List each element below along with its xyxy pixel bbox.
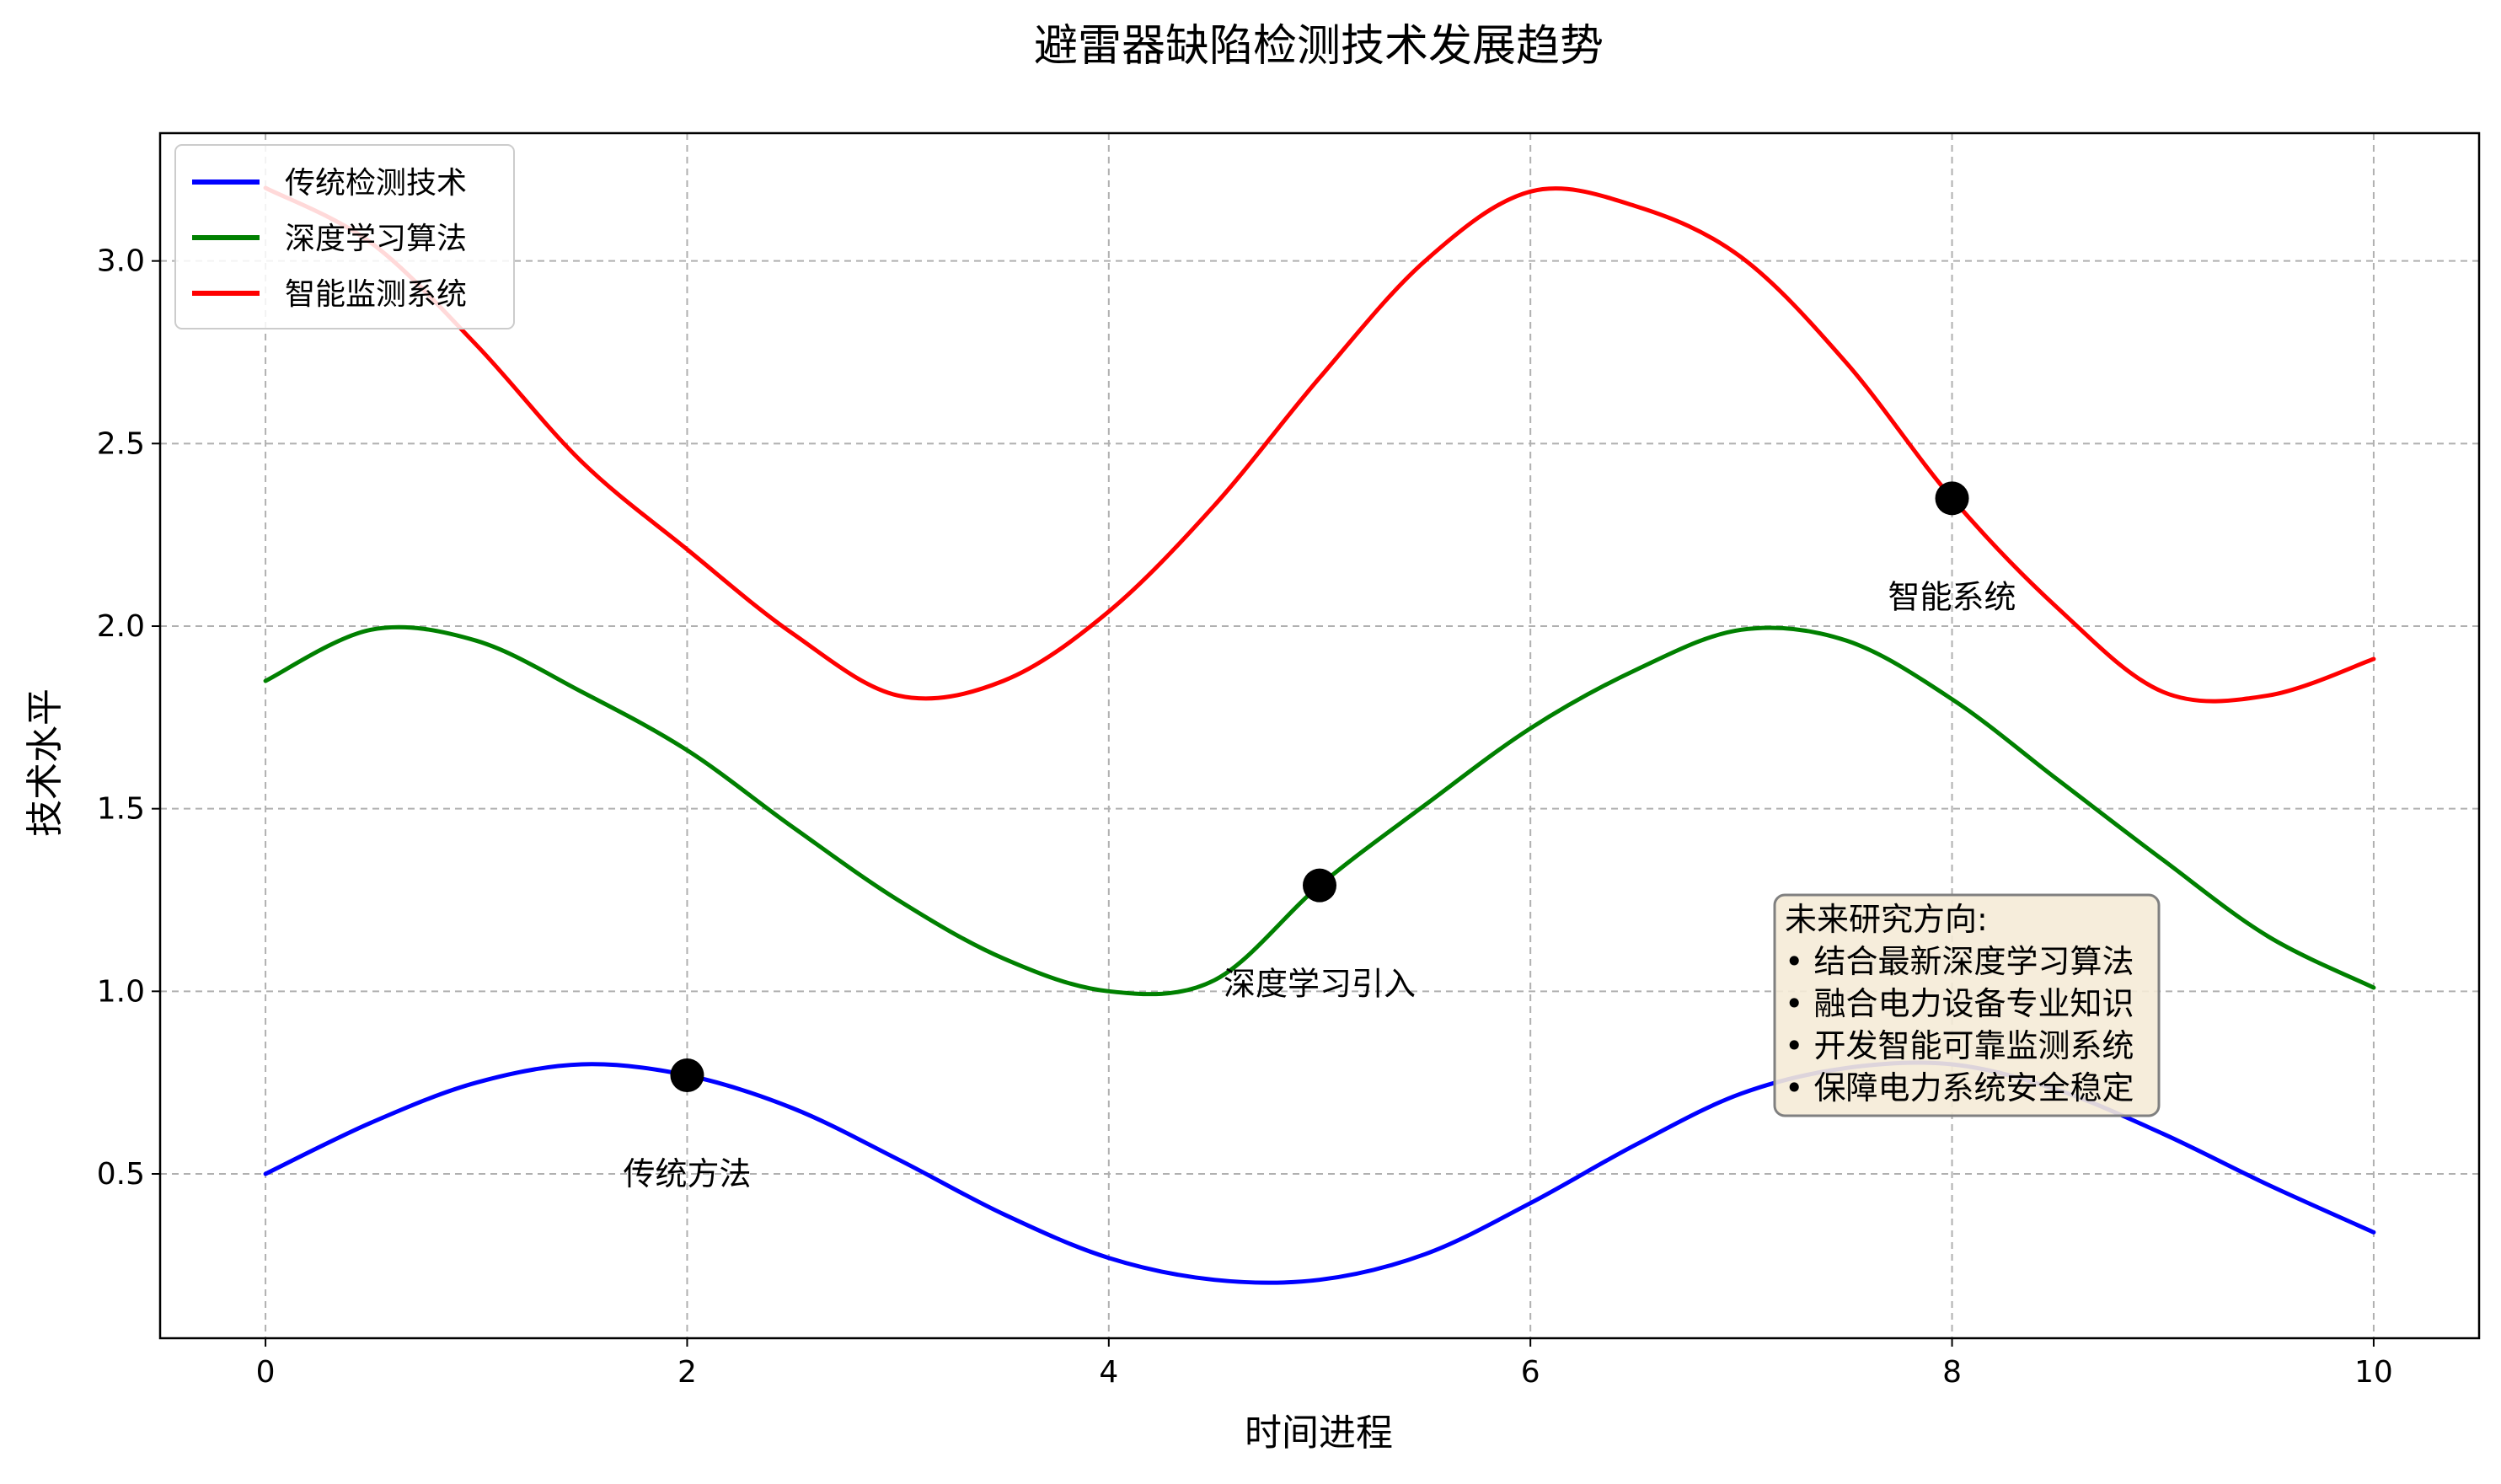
ticks: 0 2 4 6 8 10 0.5 1.0 1.5 2.0 2.5 3.0	[97, 244, 2393, 1390]
axes-frame	[158, 131, 2481, 1340]
highlight-point-label: 智能系统	[1888, 578, 2016, 615]
x-tick-label: 6	[1521, 1355, 1540, 1390]
x-axis-label: 时间进程	[1245, 1412, 1393, 1455]
annotation-line: • 融合电力设备专业知识	[1785, 985, 2134, 1022]
x-tick-label: 2	[677, 1355, 697, 1390]
y-tick-label: 2.0	[97, 609, 145, 644]
legend-label: 智能监测系统	[285, 277, 467, 312]
annotation-line: 未来研究方向:	[1785, 901, 1988, 938]
highlight-point	[670, 1058, 704, 1092]
legend-frame	[174, 144, 515, 329]
highlight-point	[1935, 481, 1969, 516]
x-tick-label: 0	[256, 1355, 276, 1390]
annotation-box: 未来研究方向: • 结合最新深度学习算法 • 融合电力设备专业知识 • 开发智能可靠监…	[1773, 893, 2161, 1117]
y-tick-label: 3.0	[97, 244, 145, 279]
highlight-point	[1303, 868, 1336, 903]
x-tick-label: 4	[1099, 1355, 1118, 1390]
legend-label: 深度学习算法	[285, 222, 467, 256]
annotation-background	[1773, 893, 2161, 1117]
y-tick-label: 0.5	[97, 1157, 145, 1192]
chart-title: 避雷器缺陷检测技术发展趋势	[1034, 21, 1604, 72]
x-tick-label: 10	[2354, 1355, 2393, 1390]
grid	[160, 133, 2479, 1338]
highlight-points: 传统方法 深度学习引入 智能系统	[623, 481, 2016, 1192]
annotation-line: • 结合最新深度学习算法	[1785, 943, 2134, 980]
annotation-line: • 保障电力系统安全稳定	[1785, 1069, 2134, 1106]
highlight-point-label: 传统方法	[623, 1155, 751, 1192]
legend-label: 传统检测技术	[285, 166, 467, 201]
y-tick-label: 1.5	[97, 792, 145, 827]
y-axis-label: 技术水平	[24, 688, 67, 837]
annotation-line: • 开发智能可靠监测系统	[1785, 1027, 2134, 1064]
highlight-point-label: 深度学习引入	[1224, 966, 1416, 1003]
series-line-3	[263, 185, 2376, 704]
y-tick-label: 2.5	[97, 426, 145, 461]
y-tick-label: 1.0	[97, 974, 145, 1009]
x-tick-label: 8	[1942, 1355, 1962, 1390]
